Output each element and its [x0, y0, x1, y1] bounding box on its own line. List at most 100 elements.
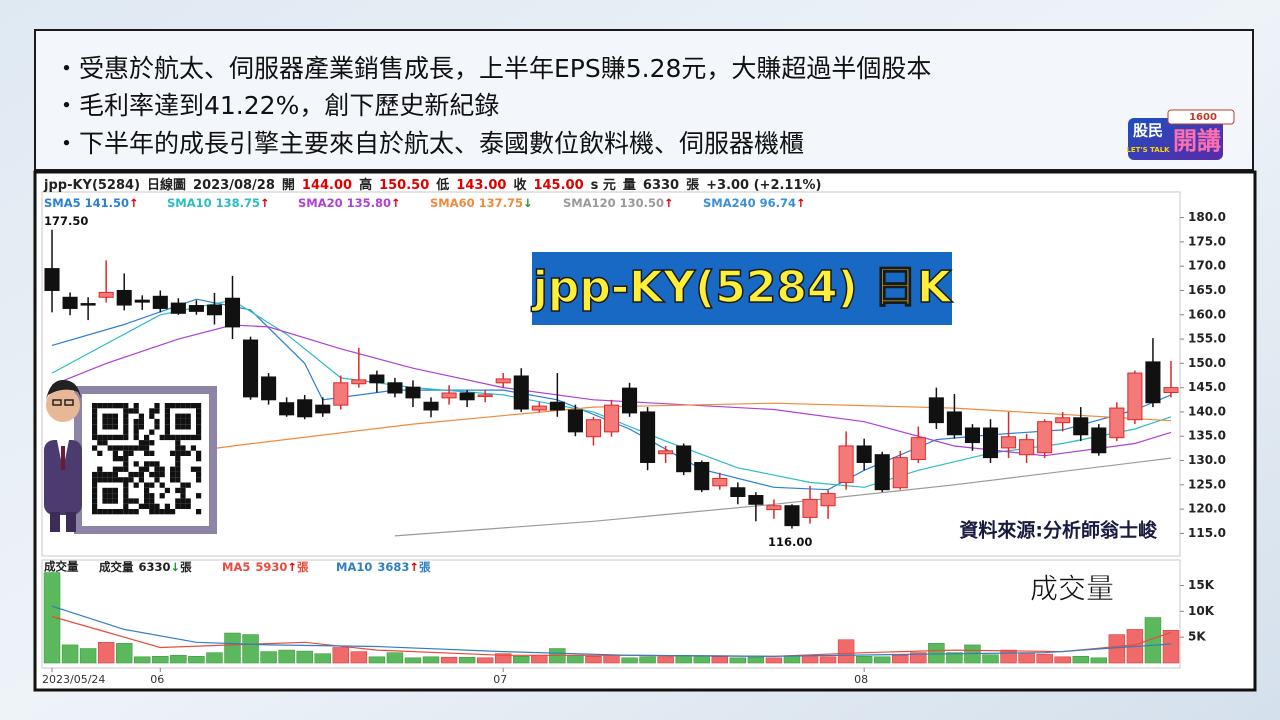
y-tick-label: 160.0: [1188, 307, 1226, 321]
qr-cell: [196, 509, 202, 515]
legend-unit: 張: [180, 560, 192, 574]
qr-cell: [159, 471, 165, 478]
candle-body: [441, 392, 457, 399]
qr-cell: [144, 466, 150, 472]
qr-cell: [92, 482, 98, 488]
qr-cell: [149, 461, 155, 467]
qr-cell: [112, 424, 118, 430]
qr-cell: [107, 487, 113, 494]
qr-cell: [138, 471, 144, 478]
qr-cell: [92, 477, 98, 483]
qr-cell: [123, 477, 129, 483]
qr-cell: [112, 466, 118, 472]
qr-code: [92, 403, 202, 515]
candle-body: [603, 404, 620, 433]
qr-cell: [97, 509, 103, 515]
qr-cell: [123, 498, 129, 504]
qr-cell: [107, 413, 113, 419]
qr-cell: [154, 503, 160, 509]
source: 資料來源:分析師翁士峻: [959, 519, 1157, 542]
qr-cell: [185, 482, 191, 488]
ma-line: [51, 615, 1172, 657]
qr-cell: [92, 487, 98, 494]
candle-body: [1091, 427, 1107, 454]
qr-cell: [112, 434, 118, 441]
volume-bar: [206, 652, 223, 664]
qr-cell: [154, 403, 160, 409]
qr-cell: [97, 450, 103, 456]
qr-cell: [102, 424, 108, 430]
candle-body: [892, 457, 908, 489]
qr-cell: [112, 450, 118, 456]
volume-bar: [747, 657, 765, 664]
volume-bar: [332, 647, 350, 664]
qr-cell: [185, 413, 191, 419]
candle-body: [964, 427, 980, 444]
legend-item: SMA20 135.80↑: [298, 196, 401, 210]
qr-cell: [154, 461, 160, 467]
banner-bg: [532, 252, 952, 325]
qr-cell: [123, 461, 129, 467]
qr-cell: [154, 477, 160, 483]
qr-cell: [196, 466, 202, 472]
qr-cell: [144, 434, 150, 441]
qr-cell: [138, 466, 144, 472]
qr-cell: [185, 503, 191, 509]
candle-body: [387, 382, 403, 394]
candle-body: [297, 399, 313, 418]
person-glasses: [52, 399, 62, 406]
qr-cell: [149, 413, 155, 419]
candle-body: [152, 295, 168, 309]
header-item: 張: [686, 178, 700, 193]
logo-bg: [1128, 118, 1223, 160]
qr-cell: [185, 424, 191, 430]
qr-cell: [97, 434, 103, 441]
text-box: [34, 29, 1254, 171]
legend-value: 141.50: [85, 196, 129, 210]
qr-cell: [175, 403, 181, 409]
y-tick-label: 175.0: [1188, 234, 1226, 248]
qr-cell: [170, 434, 176, 441]
qr-cell: [118, 466, 124, 472]
volume-bar: [440, 657, 458, 664]
qr-cell: [123, 403, 129, 409]
qr-cell: [180, 403, 186, 409]
volume-bar: [783, 655, 801, 664]
qr-cell: [180, 503, 186, 509]
person-hair: [46, 380, 81, 400]
legend-value: 3683: [377, 560, 409, 574]
qr-cell: [112, 509, 118, 515]
qr-cell: [149, 509, 155, 515]
candle-body: [224, 297, 241, 328]
candle-body: [1127, 372, 1143, 421]
candle-body: [80, 303, 96, 306]
volume-bar: [711, 656, 729, 664]
qr-cell: [123, 408, 129, 414]
volume-bar: [873, 656, 891, 664]
candle-body: [44, 268, 60, 291]
x-tick-label: 08: [854, 673, 868, 686]
qr-cell: [118, 434, 124, 441]
qr-cell: [112, 498, 118, 504]
volume-bar: [296, 650, 313, 664]
bullet: ・毛利率達到41.22%，創下歷史新紀錄: [54, 91, 499, 120]
qr-cell: [170, 403, 176, 409]
qr-cell: [144, 487, 150, 494]
volume-bar: [115, 643, 133, 664]
volume-bar: [837, 639, 855, 664]
qr-cell: [175, 450, 181, 456]
qr-cell: [190, 403, 196, 409]
qr-cell: [133, 429, 139, 435]
qr-cell: [133, 509, 139, 515]
qr-cell: [164, 424, 170, 430]
candle-body: [495, 378, 511, 384]
qr-cell: [107, 493, 113, 499]
logo-bottom: 開講: [1173, 127, 1221, 155]
qr-cell: [196, 456, 202, 462]
qr-cell: [190, 466, 196, 472]
qr-cell: [144, 493, 150, 499]
qr-cell: [180, 482, 186, 488]
volume-bar: [368, 656, 386, 664]
qr-cell: [149, 429, 155, 435]
qr-cell: [133, 434, 139, 441]
